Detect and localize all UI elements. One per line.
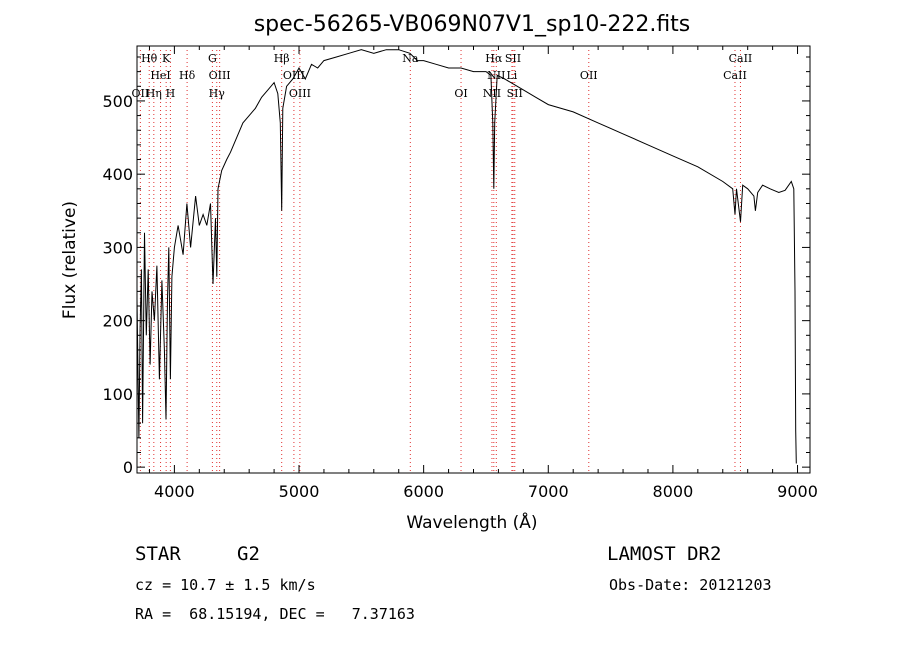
line-marker-label: OI: [454, 87, 467, 100]
line-marker-label: Hη: [146, 87, 162, 100]
line-marker-label: OIII: [289, 87, 311, 100]
object-class: STAR: [135, 543, 181, 565]
line-marker-label: SII: [507, 87, 523, 100]
line-marker-label: SII: [505, 52, 521, 65]
line-marker-label: HeI: [150, 69, 170, 82]
line-marker-label: Hδ: [179, 69, 196, 82]
y-tick-label: 200: [102, 312, 133, 331]
x-tick-label: 8000: [653, 482, 694, 501]
survey-name: LAMOST DR2: [607, 543, 722, 565]
x-tick-label: 5000: [279, 482, 320, 501]
chart-title: spec-56265-VB069N07V1_sp10-222.fits: [254, 12, 691, 37]
line-marker-label: OIII: [283, 69, 305, 82]
line-marker-label: Hγ: [209, 87, 226, 100]
spectrum-series-line: [136, 49, 797, 464]
x-tick-label: 6000: [403, 482, 444, 501]
y-axis-label: Flux (relative): [60, 201, 80, 319]
y-tick-label: 400: [102, 165, 133, 184]
line-marker-label: OIII: [209, 69, 231, 82]
x-tick-label: 7000: [528, 482, 569, 501]
emission-line-markers: [139, 50, 741, 473]
y-tick-label: 0: [123, 458, 133, 477]
y-tick-label: 300: [102, 238, 133, 257]
line-marker-label: NII: [487, 69, 505, 82]
line-marker-label: K: [162, 52, 171, 65]
line-marker-label: Hθ: [141, 52, 158, 65]
y-tick-label: 500: [102, 92, 133, 111]
line-marker-label: Li: [506, 69, 517, 82]
plot-frame: [136, 45, 811, 474]
y-axis-ticks: 0 100 200 300 400 500: [102, 56, 810, 477]
line-marker-label: CaII: [723, 69, 747, 82]
line-marker-label: OII: [132, 87, 150, 100]
coordinates-text: RA = 68.15194, DEC = 7.37163: [135, 605, 415, 623]
redshift-text: cz = 10.7 ± 1.5 km/s: [135, 576, 316, 594]
x-tick-label: 4000: [154, 482, 195, 501]
line-marker-label: Na: [402, 52, 419, 65]
y-tick-label: 100: [102, 385, 133, 404]
line-marker-label: G: [208, 52, 217, 65]
x-axis-label: Wavelength (Å): [406, 511, 537, 533]
line-marker-label: Hβ: [274, 52, 290, 65]
line-marker-label: OII: [580, 69, 598, 82]
line-marker-label: CaII: [729, 52, 753, 65]
x-tick-label: 9000: [777, 482, 818, 501]
x-axis-ticks: 4000 5000 6000 7000 8000 9000: [148, 46, 818, 501]
line-marker-label: H: [166, 87, 176, 100]
line-marker-label: Hα: [485, 52, 503, 65]
object-subclass: G2: [237, 543, 260, 565]
obs-date-text: Obs-Date: 20121203: [609, 576, 772, 594]
